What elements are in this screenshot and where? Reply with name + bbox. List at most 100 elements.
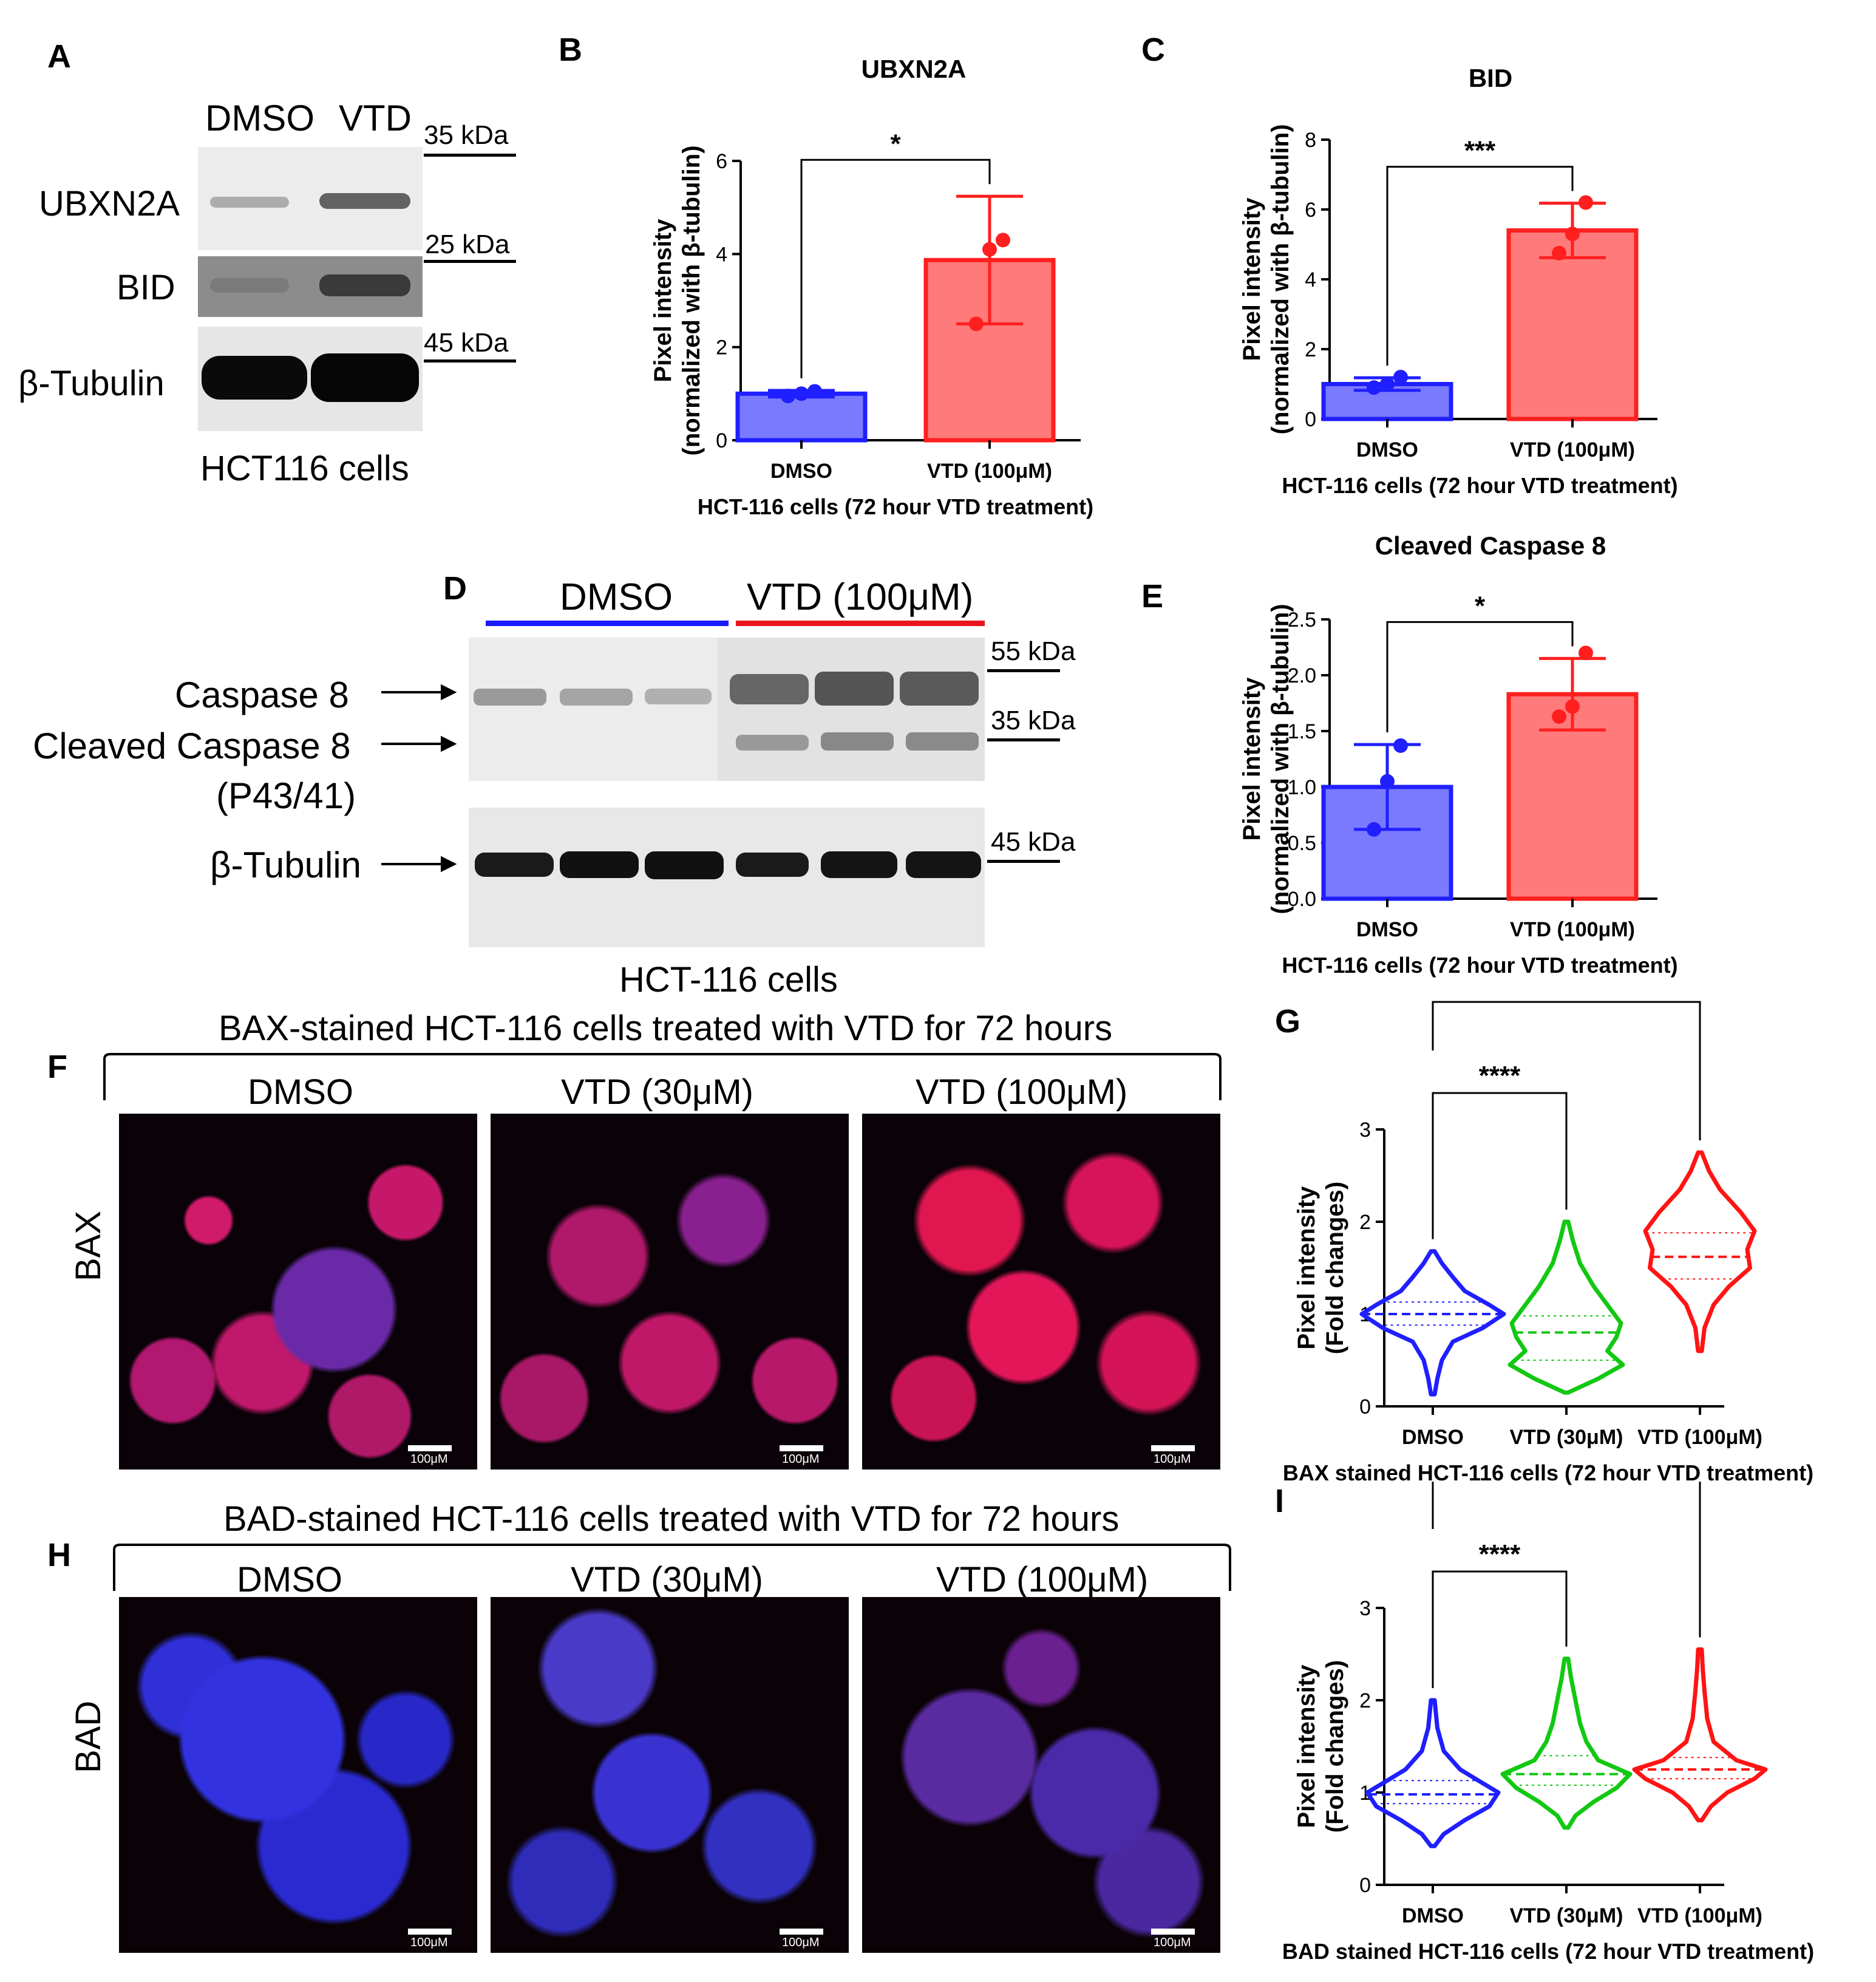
- bracket-line: [103, 1053, 1222, 1100]
- x-tick-label: VTD (100μM): [1637, 1904, 1762, 1927]
- x-tick-label: VTD (30μM): [1509, 1426, 1623, 1449]
- micrograph-bad-vtd100: 100μM: [862, 1597, 1220, 1953]
- significance-bracket: [1386, 621, 1574, 733]
- blot-band: [821, 732, 894, 751]
- marker-line: [424, 154, 516, 157]
- blot-band: [900, 672, 979, 706]
- y-axis-label: Pixel intensity: [1239, 677, 1265, 841]
- chart-title: UBXN2A: [862, 55, 967, 83]
- y-axis-label: Pixel intensity: [650, 219, 676, 383]
- y-tick-label: 4: [716, 243, 727, 266]
- y-tick-label: 2.0: [1288, 664, 1316, 687]
- data-point: [969, 316, 984, 332]
- micrograph-bax-vtd100: 100μM: [862, 1114, 1220, 1469]
- scale-bar: [408, 1929, 452, 1935]
- y-axis-label: (normalized with β-tubulin): [678, 145, 705, 455]
- panel-letter: I: [1275, 1483, 1284, 1519]
- row-label-bid: BID: [117, 268, 175, 307]
- marker-35kda: 35 kDa: [424, 120, 509, 150]
- blot-tubulin-a: [198, 327, 423, 431]
- data-point: [1552, 245, 1566, 261]
- scale-label: 100μM: [782, 1936, 820, 1949]
- data-point: [1380, 376, 1395, 392]
- x-tick-label: DMSO: [1402, 1426, 1464, 1449]
- y-tick-label: 3: [1359, 1119, 1371, 1142]
- panel-letter: C: [1141, 32, 1165, 68]
- violin: [1643, 1150, 1757, 1354]
- scale-bar: [1151, 1445, 1195, 1451]
- blot-band: [730, 674, 809, 704]
- row-label-tubulin: β-Tubulin: [18, 364, 165, 403]
- col-label-vtd30-h: VTD (30μM): [571, 1560, 763, 1599]
- y-axis-label: Pixel intensity: [1293, 1186, 1320, 1350]
- group-label-dmso: DMSO: [560, 576, 673, 618]
- blot-band: [560, 689, 633, 706]
- y-tick-label: 6: [1305, 199, 1316, 222]
- group-bar-vtd: [736, 621, 985, 626]
- blot-band: [736, 853, 809, 877]
- blot-band: [906, 851, 981, 878]
- panel-letter-a: A: [47, 38, 71, 75]
- blot-ubxn2a: [198, 147, 423, 250]
- y-tick-label: 0: [1359, 1395, 1371, 1418]
- scale-label: 100μM: [1154, 1452, 1191, 1466]
- marker-35kda-d: 35 kDa: [991, 706, 1076, 735]
- x-tick-label: VTD (100μM): [1637, 1426, 1762, 1449]
- blot-band: [210, 197, 289, 208]
- panel-letter: G: [1275, 1003, 1300, 1040]
- row-label-bax: BAX: [69, 1210, 108, 1281]
- y-axis-label: (Fold changes): [1322, 1182, 1348, 1354]
- x-axis-label: BAD stained HCT-116 cells (72 hour VTD t…: [1282, 1939, 1814, 1964]
- data-point: [1380, 774, 1395, 789]
- blot-band: [821, 851, 897, 878]
- significance-stars: *: [890, 129, 901, 158]
- blot-band: [210, 278, 289, 293]
- x-axis-label: HCT-116 cells (72 hour VTD treatment): [1282, 473, 1677, 498]
- x-tick-label: DMSO: [1356, 918, 1418, 941]
- significance-bracket: [1432, 1001, 1701, 1140]
- blot-caspase8: [469, 638, 985, 781]
- blot-band: [906, 732, 979, 751]
- scale-label: 100μM: [1154, 1936, 1191, 1949]
- bracket-line: [113, 1544, 1231, 1591]
- title-h: BAD-stained HCT-116 cells treated with V…: [223, 1499, 1120, 1539]
- y-tick-label: 0.5: [1288, 832, 1316, 855]
- row-label-bad: BAD: [69, 1700, 108, 1773]
- blot-band: [736, 735, 809, 751]
- marker-line: [424, 359, 516, 363]
- arrow-group: [381, 684, 457, 873]
- marker-45kda-d: 45 kDa: [991, 827, 1076, 857]
- data-point: [781, 389, 795, 404]
- blot-band: [645, 851, 724, 879]
- col-label-vtd100-h: VTD (100μM): [936, 1560, 1149, 1599]
- data-point: [807, 384, 822, 399]
- col-label-dmso-f: DMSO: [248, 1072, 353, 1112]
- col-label-vtd100-f: VTD (100μM): [916, 1072, 1128, 1112]
- panel-letter-d: D: [443, 570, 467, 607]
- x-tick-label: VTD (100μM): [1510, 438, 1635, 461]
- lane-label-vtd: VTD: [339, 98, 412, 138]
- bar: [735, 391, 868, 443]
- violin: [1507, 1219, 1625, 1395]
- significance-bracket: [1432, 1092, 1568, 1239]
- y-tick-label: 3: [1359, 1597, 1371, 1620]
- data-point: [1552, 709, 1566, 724]
- y-tick-label: 8: [1305, 129, 1316, 152]
- y-tick-label: 2: [716, 336, 727, 359]
- y-tick-label: 0: [1359, 1874, 1371, 1897]
- marker-25kda: 25 kDa: [425, 230, 510, 259]
- group-label-vtd: VTD (100μM): [747, 576, 974, 618]
- lane-label-dmso: DMSO: [205, 98, 314, 138]
- panel-letter: B: [559, 32, 582, 68]
- micrograph-bad-dmso: 100μM: [119, 1597, 477, 1953]
- scale-label: 100μM: [782, 1452, 820, 1466]
- data-point: [1565, 699, 1580, 714]
- marker-45kda: 45 kDa: [424, 328, 509, 358]
- blot-band: [202, 356, 307, 400]
- data-point: [794, 386, 809, 401]
- significance-stars: *: [1475, 591, 1486, 621]
- y-tick-label: 2: [1305, 338, 1316, 361]
- micrograph-bax-dmso: 100μM: [119, 1114, 477, 1469]
- significance-stars: ***: [1464, 136, 1496, 166]
